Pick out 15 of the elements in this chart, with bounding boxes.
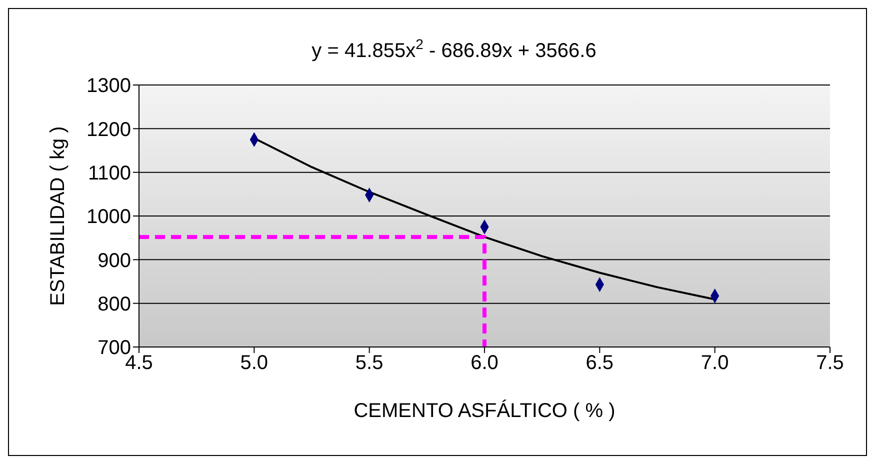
x-tick-label: 7.5 xyxy=(816,352,844,374)
x-tick-label: 6.5 xyxy=(586,352,614,374)
x-tick-label: 5.0 xyxy=(240,352,268,374)
y-axis-title: ESTABILIDAD ( kg ) xyxy=(47,126,70,306)
x-tick-label: 5.5 xyxy=(355,352,384,374)
chart-title: y = 41.855x$^{2}$ - 686.89x + 3566.6 xyxy=(312,36,596,62)
x-tick-label: 6.0 xyxy=(470,352,498,374)
y-tick-label: 1200 xyxy=(86,118,131,141)
x-tick-label: 7.0 xyxy=(700,352,729,374)
y-tick-label: 900 xyxy=(98,250,131,272)
x-axis-title: CEMENTO ASFÁLTICO ( % ) xyxy=(354,399,616,422)
y-tick-label: 1300 xyxy=(86,75,131,98)
y-tick-label: 1000 xyxy=(86,206,131,228)
y-tick-label: 800 xyxy=(98,293,131,316)
y-tick-label: 1100 xyxy=(88,162,131,184)
